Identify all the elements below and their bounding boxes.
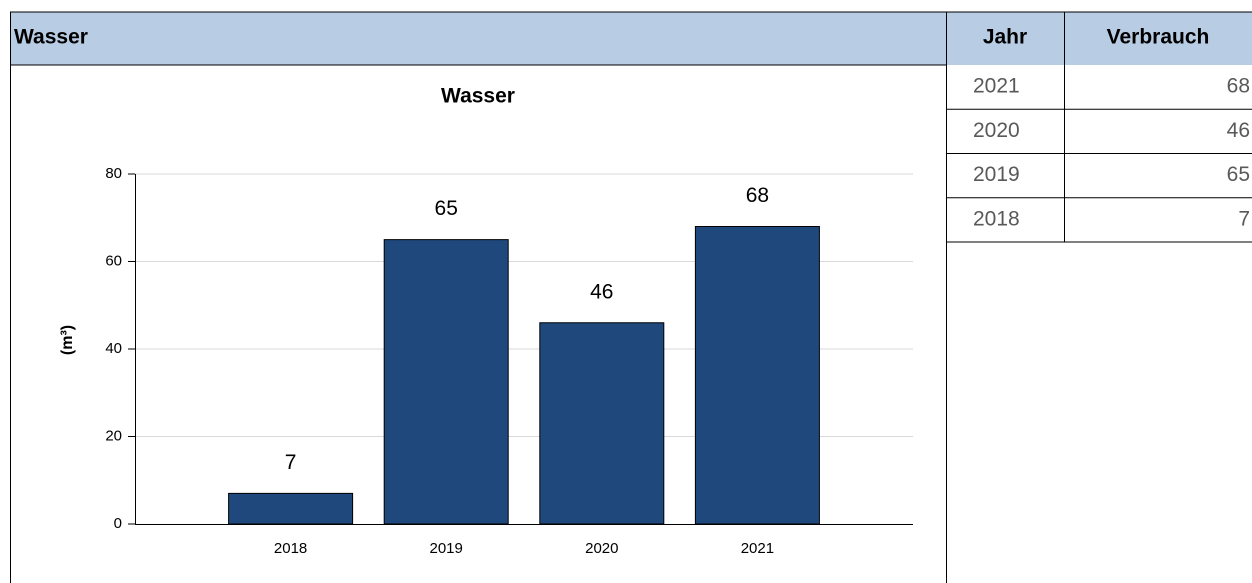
y-tick-label: 80 <box>105 165 122 182</box>
table-cell: 2019 <box>973 163 1020 186</box>
column-header: Jahr <box>983 26 1027 49</box>
y-tick-label: 60 <box>105 252 122 269</box>
bar <box>539 322 665 525</box>
chart-title: Wasser <box>441 85 515 108</box>
value-label: 65 <box>435 197 458 220</box>
value-label: 68 <box>746 184 769 207</box>
x-tick-label: 2018 <box>274 540 307 557</box>
plot <box>135 173 913 525</box>
panel-title: Wasser <box>14 26 88 49</box>
table-cell: 68 <box>1227 75 1250 98</box>
header-band <box>10 12 1252 65</box>
column-header: Verbrauch <box>1107 26 1210 49</box>
y-tick-label: 20 <box>105 427 122 444</box>
value-label: 7 <box>285 451 297 474</box>
y-tick-label: 0 <box>114 515 122 532</box>
x-tick-label: 2019 <box>430 540 463 557</box>
bar <box>694 226 820 525</box>
table-cell: 46 <box>1227 119 1250 142</box>
x-tick-label: 2020 <box>585 540 618 557</box>
table-cell: 7 <box>1238 207 1250 230</box>
table-cell: 2020 <box>973 119 1020 142</box>
table-cell: 2021 <box>973 75 1020 98</box>
value-label: 46 <box>590 280 613 303</box>
y-tick-label: 40 <box>105 340 122 357</box>
y-axis-label: (m³) <box>59 325 76 355</box>
table-cell: 2018 <box>973 207 1020 230</box>
bar <box>228 492 354 525</box>
x-tick-label: 2021 <box>741 540 774 557</box>
bar <box>383 239 509 525</box>
table-cell: 65 <box>1227 163 1250 186</box>
